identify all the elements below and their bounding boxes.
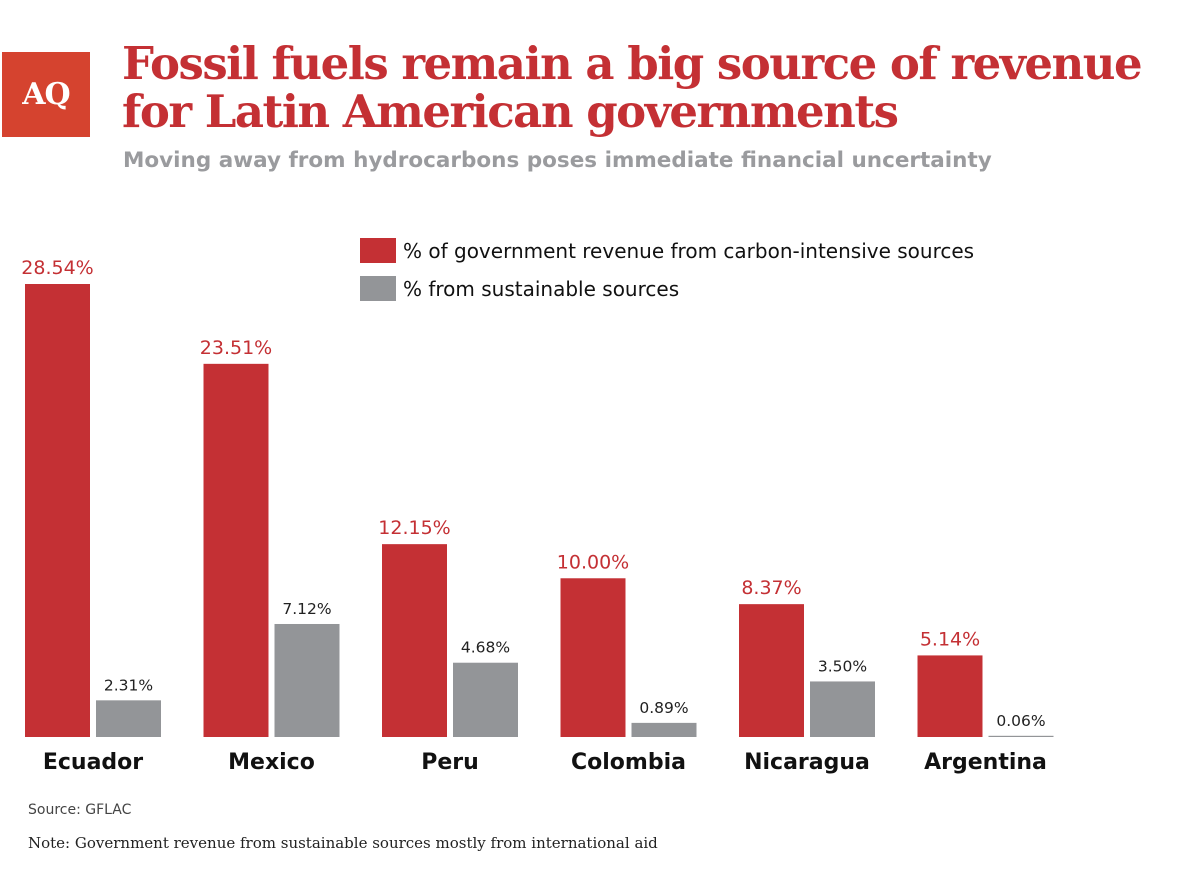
category-label: Nicaragua bbox=[744, 750, 870, 775]
data-label: 28.54% bbox=[21, 257, 93, 279]
data-label: 0.89% bbox=[639, 699, 688, 717]
data-label: 5.14% bbox=[920, 628, 980, 650]
data-label: 4.68% bbox=[461, 639, 510, 657]
sustainable-bar bbox=[810, 681, 875, 737]
sustainable-bar bbox=[988, 735, 1054, 737]
chart-subtitle: Moving away from hydrocarbons poses imme… bbox=[123, 148, 992, 173]
chart-title: Fossil fuels remain a big source of reve… bbox=[122, 37, 1143, 138]
legend-swatch bbox=[360, 276, 396, 301]
data-label: 8.37% bbox=[741, 577, 801, 599]
legend-label: % from sustainable sources bbox=[403, 277, 679, 301]
carbon-bar bbox=[382, 544, 447, 737]
data-label: 23.51% bbox=[200, 337, 272, 359]
aq-logo: AQ bbox=[2, 52, 90, 137]
carbon-bar bbox=[560, 578, 626, 737]
category-label: Peru bbox=[421, 750, 479, 775]
note-text: Note: Government revenue from sustainabl… bbox=[28, 834, 658, 852]
carbon-bar bbox=[25, 284, 90, 737]
carbon-bar bbox=[203, 363, 269, 737]
data-label: 10.00% bbox=[557, 551, 629, 573]
category-label: Mexico bbox=[228, 750, 315, 775]
carbon-bar bbox=[739, 604, 804, 737]
data-label: 0.06% bbox=[996, 712, 1045, 730]
source-text: Source: GFLAC bbox=[28, 802, 132, 818]
sustainable-bar bbox=[453, 662, 518, 737]
data-label: 3.50% bbox=[818, 657, 867, 675]
carbon-bar bbox=[917, 655, 983, 737]
sustainable-bar bbox=[274, 623, 340, 737]
legend-label: % of government revenue from carbon-inte… bbox=[403, 239, 974, 263]
category-label: Argentina bbox=[924, 750, 1047, 775]
data-label: 7.12% bbox=[282, 600, 331, 618]
sustainable-bar bbox=[96, 700, 161, 737]
sustainable-bar bbox=[631, 722, 697, 737]
data-label: 2.31% bbox=[104, 676, 153, 694]
data-label: 12.15% bbox=[378, 517, 450, 539]
category-label: Ecuador bbox=[43, 750, 143, 775]
legend-swatch bbox=[360, 238, 396, 263]
category-label: Colombia bbox=[571, 750, 686, 775]
